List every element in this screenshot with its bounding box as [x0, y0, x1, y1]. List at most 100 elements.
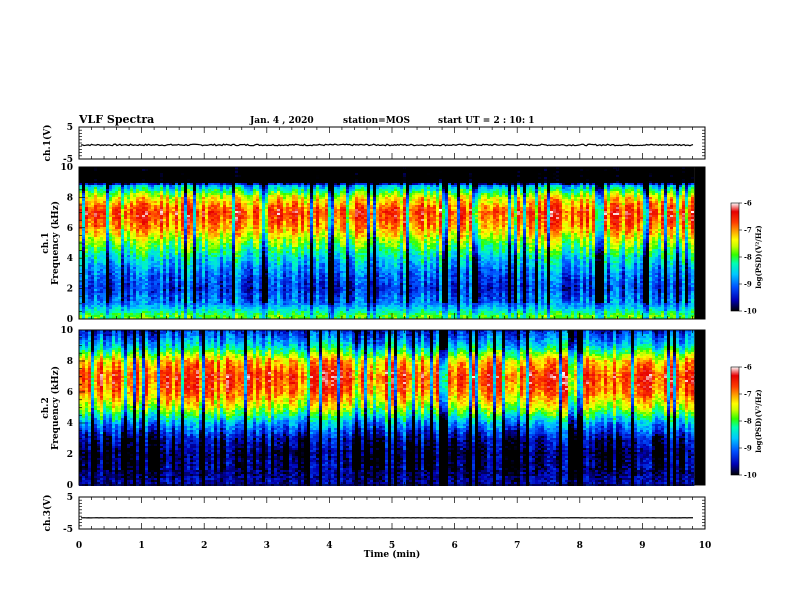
spectrogram-cell: [85, 187, 88, 189]
spectrogram-cell: [106, 303, 109, 305]
spectrogram-cell: [94, 211, 97, 213]
spectrogram-cell: [88, 211, 91, 213]
spectrogram-cell: [91, 209, 94, 211]
spectrogram-cell: [124, 291, 127, 293]
spectrogram-cell: [127, 291, 130, 293]
spectrogram-cell: [115, 307, 118, 309]
spectrogram-cell: [109, 229, 112, 231]
spectrogram-cell: [85, 235, 88, 237]
spectrogram-cell: [94, 207, 97, 209]
spectrogram-cell: [115, 203, 118, 205]
spectrogram-cell: [109, 297, 112, 299]
spectrogram-cell: [88, 263, 91, 265]
spectrogram-cell: [109, 197, 112, 199]
spectrogram-cell: [103, 167, 106, 183]
spectrogram-cell: [100, 235, 103, 237]
spectrogram-cell: [115, 313, 118, 315]
spectrogram-cell: [124, 237, 127, 239]
spectrogram-cell: [112, 297, 115, 299]
spectrogram-cell: [124, 211, 127, 213]
spectrogram-cell: [82, 315, 85, 317]
spectrogram-cell: [88, 271, 91, 273]
spectrogram-cell: [97, 297, 100, 299]
spectrogram-cell: [94, 269, 97, 271]
spectrogram-cell: [130, 189, 133, 191]
station-label: station=MOS: [343, 116, 410, 126]
spectrogram-cell: [109, 295, 112, 297]
spectrogram-cell: [133, 305, 136, 307]
spectrogram-cell: [124, 185, 127, 187]
spectrogram-cell: [127, 269, 130, 271]
spectrogram-cell: [121, 295, 124, 297]
spectrogram-cell: [118, 217, 121, 219]
spectrogram-cell: [85, 191, 88, 193]
spectrogram-cell: [115, 227, 118, 229]
spectrogram-cell: [94, 205, 97, 207]
spectrogram-cell: [97, 185, 100, 187]
spectrogram-cell: [118, 299, 121, 301]
spectrogram-cell: [106, 315, 109, 317]
spectrogram-cell: [112, 271, 115, 273]
spectrogram-cell: [112, 243, 115, 245]
spectrogram-cell: [85, 183, 88, 185]
spectrogram-cell: [103, 251, 106, 253]
spectrogram-cell: [85, 239, 88, 241]
spectrogram-cell: [103, 245, 106, 247]
spectrogram-cell: [124, 243, 127, 245]
spectrogram-cell: [121, 303, 124, 305]
spectrogram-cell: [88, 193, 91, 195]
spectrogram-cell: [130, 253, 133, 255]
spectrogram-cell: [112, 189, 115, 191]
spectrogram-cell: [127, 285, 130, 287]
spectrogram-cell: [133, 289, 136, 291]
spectrogram-cell: [91, 291, 94, 293]
spectrogram-cell: [127, 239, 130, 241]
spectrogram-cell: [139, 221, 142, 223]
spectrogram-cell: [109, 217, 112, 219]
spectrogram-cell: [100, 275, 103, 277]
spectrogram-cell: [118, 239, 121, 241]
spectrogram-cell: [133, 227, 136, 229]
spectrogram-cell: [94, 201, 97, 203]
spectrogram-cell: [136, 269, 139, 271]
spectrogram-cell: [97, 229, 100, 231]
spectrogram-cell: [85, 305, 88, 307]
spectrogram-cell: [97, 215, 100, 217]
spectrogram-cell: [103, 203, 106, 205]
spectrogram-cell: [127, 249, 130, 251]
spectrogram-cell: [91, 201, 94, 203]
spectrogram-cell: [91, 277, 94, 279]
spectrogram-cell: [118, 301, 121, 303]
spectrogram-cell: [97, 199, 100, 201]
spectrogram-cell: [100, 287, 103, 289]
spectrogram-cell: [91, 191, 94, 193]
spectrogram-cell: [136, 311, 139, 313]
spectrogram-cell: [124, 231, 127, 233]
spectrogram-cell: [136, 249, 139, 251]
spectrogram-cell: [127, 267, 130, 269]
spectrogram-cell: [130, 221, 133, 223]
spectrogram-cell: [133, 291, 136, 293]
spectrogram-cell: [103, 271, 106, 273]
spectrogram-cell: [133, 293, 136, 295]
spectrogram-cell: [106, 189, 109, 191]
spectrogram-cell: [88, 237, 91, 239]
spectrogram-cell: [133, 247, 136, 249]
spectrogram-cell: [106, 209, 109, 211]
spectrogram-cell: [91, 235, 94, 237]
spectrogram-cell: [82, 253, 85, 303]
spectrogram-cell: [136, 253, 139, 255]
spectrogram-cell: [115, 247, 118, 249]
spectrogram-cell: [136, 243, 139, 245]
spectrogram-cell: [106, 197, 109, 199]
spectrogram-cell: [109, 205, 112, 207]
spectrogram-cell: [88, 275, 91, 277]
date-label: Jan. 4 , 2020: [249, 116, 314, 126]
spectrogram-cell: [88, 289, 91, 291]
spectrogram-cell: [91, 273, 94, 275]
spectrogram-cell: [94, 217, 97, 219]
spectrogram-cell: [97, 311, 100, 313]
spectrogram-cell: [82, 199, 85, 201]
spectrogram-cell: [133, 243, 136, 245]
spectrogram-cell: [106, 247, 109, 249]
